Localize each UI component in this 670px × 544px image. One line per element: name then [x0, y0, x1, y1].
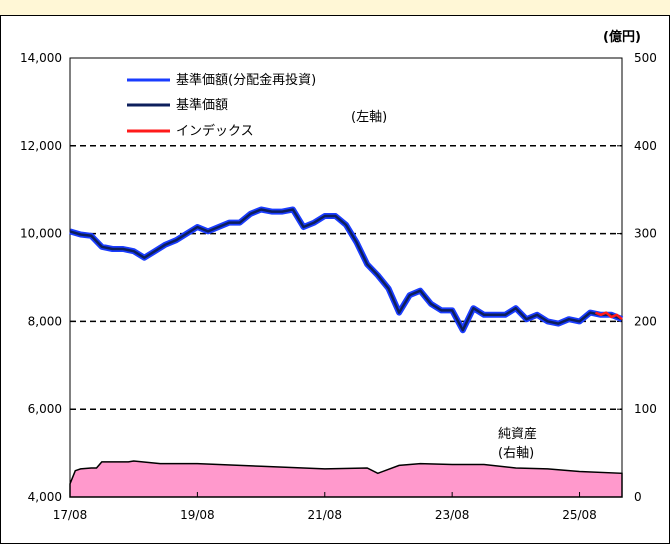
left-tick-label-1: 6,000 — [28, 402, 62, 416]
x-tick-label-4: 25/08 — [562, 508, 597, 522]
area-layer — [69, 460, 623, 498]
unit-label: (億円) — [603, 29, 641, 45]
left-tick-label-2: 8,000 — [28, 314, 62, 328]
series-line-1 — [69, 208, 623, 332]
x-tick-label-0: 17/08 — [53, 508, 88, 522]
header-bar — [0, 0, 670, 16]
right-tick-label-0: 0 — [634, 490, 642, 504]
grid-layer — [70, 145, 622, 410]
legend-label-0: 基準価額(分配金再投資) — [176, 72, 316, 88]
legend-label-1: 基準価額 — [176, 97, 228, 113]
legend-label-2: インデックス — [176, 123, 254, 139]
area-label-line2: (右軸) — [498, 446, 534, 461]
axis-layer: 4,000 6,000 8,000 10,000 12,000 14,000 0 100 200… — [20, 51, 657, 522]
right-tick-label-2: 200 — [634, 314, 657, 328]
right-tick-label-4: 400 — [634, 139, 657, 153]
right-tick-label-5: 500 — [634, 51, 657, 65]
x-tick-label-2: 21/08 — [307, 508, 342, 522]
left-tick-label-4: 12,000 — [20, 139, 62, 153]
legend: 基準価額(分配金再投資) 基準価額 インデックス — [127, 72, 316, 139]
right-tick-label-1: 100 — [634, 402, 657, 416]
left-axis-note: (左軸) — [351, 110, 387, 125]
series-line-0 — [69, 206, 624, 334]
x-tick-label-3: 23/08 — [435, 508, 470, 522]
area-label-line1: 純資産 — [498, 426, 537, 442]
left-tick-label-0: 4,000 — [28, 490, 62, 504]
line-layer — [69, 206, 624, 334]
x-tick-label-1: 19/08 — [180, 508, 215, 522]
series-area-net-assets — [69, 460, 623, 498]
series-line-2 — [595, 311, 623, 321]
plot-area — [69, 57, 623, 498]
left-tick-label-3: 10,000 — [20, 227, 62, 241]
right-tick-label-3: 300 — [634, 227, 657, 241]
left-tick-label-5: 14,000 — [20, 51, 62, 65]
